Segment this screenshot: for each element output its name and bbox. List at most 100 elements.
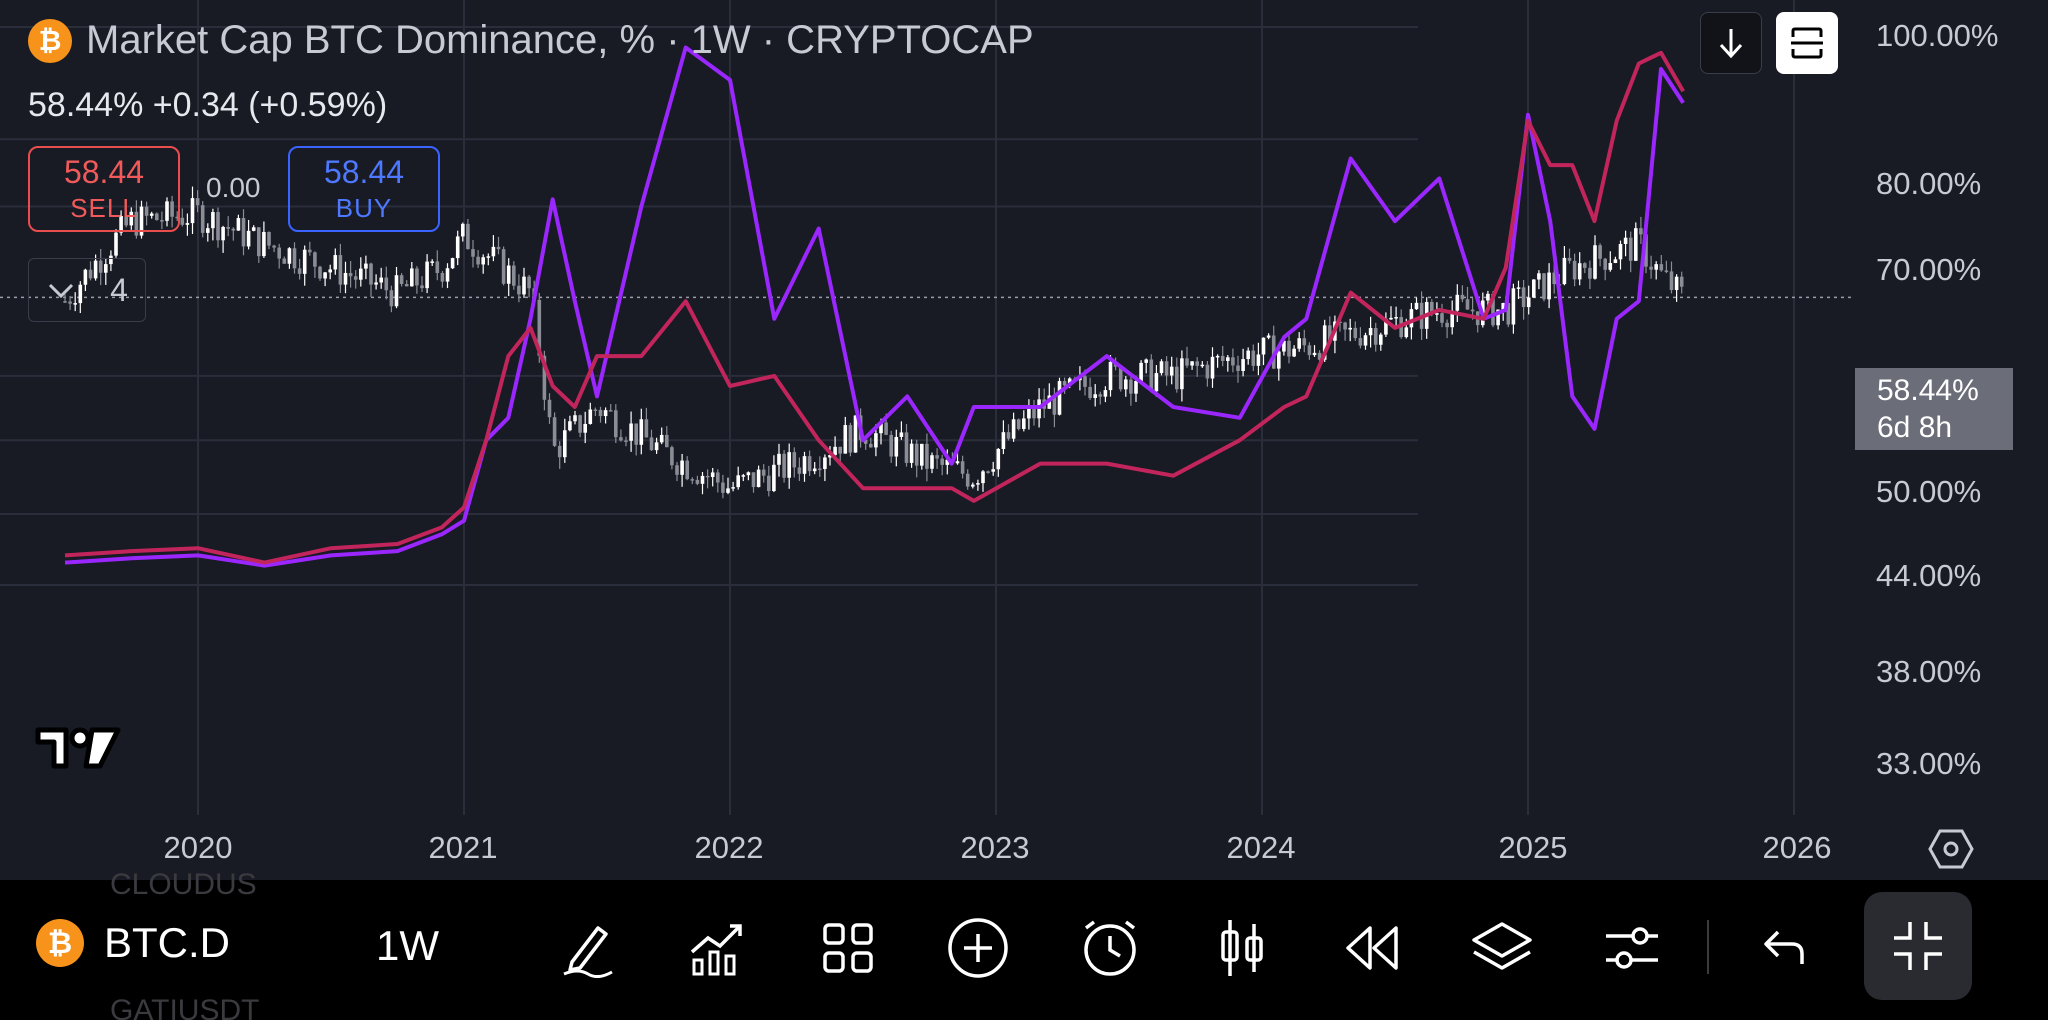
download-button[interactable] xyxy=(1700,12,1762,74)
indicators-toggle[interactable]: 4 xyxy=(28,258,146,322)
candle-body xyxy=(1552,272,1556,285)
candle-body xyxy=(542,355,547,400)
candle-body xyxy=(1511,288,1516,325)
candle-body xyxy=(1639,228,1643,235)
candle-body xyxy=(1486,293,1490,301)
candle-body xyxy=(833,446,837,456)
candle-body xyxy=(1261,337,1266,355)
candle-body xyxy=(1149,359,1154,392)
candle-body xyxy=(1083,376,1087,387)
candle-body xyxy=(83,269,88,285)
candle-body xyxy=(308,249,312,253)
download-arrow-icon xyxy=(1719,29,1743,59)
timeframe-button[interactable]: 1W xyxy=(376,922,439,969)
candle-body xyxy=(981,471,985,484)
candle-body xyxy=(466,223,470,250)
price-chart[interactable] xyxy=(0,0,2048,880)
candle-body xyxy=(1134,380,1138,394)
candle-body xyxy=(598,409,603,417)
candle-body xyxy=(761,469,766,476)
candle-body xyxy=(1664,270,1669,272)
settings-button[interactable] xyxy=(1596,912,1668,984)
candle-body xyxy=(1022,418,1026,429)
symbol-name: BTC.D xyxy=(104,919,230,966)
sell-button[interactable]: 58.44 SELL xyxy=(28,146,180,232)
candle-body xyxy=(272,245,276,248)
candle-body xyxy=(909,443,914,463)
candle-body xyxy=(634,423,638,445)
x-axis-label: 2022 xyxy=(694,830,764,865)
candle-body xyxy=(792,452,797,468)
chart-area[interactable]: ₿ Market Cap BTC Dominance, % · 1W · CRY… xyxy=(0,0,2048,880)
candle-body xyxy=(328,269,332,273)
candle-body xyxy=(450,258,455,269)
candle-body xyxy=(1455,294,1460,311)
drawing-tools-button[interactable] xyxy=(552,912,624,984)
candle-body xyxy=(879,422,883,434)
candle-body xyxy=(1343,322,1347,330)
undo-icon xyxy=(1764,930,1804,964)
candle-body xyxy=(302,249,307,274)
candle-body xyxy=(863,439,868,444)
buy-price: 58.44 xyxy=(323,154,405,190)
buy-button[interactable]: 58.44 BUY xyxy=(288,146,440,232)
candle-body xyxy=(838,446,842,454)
candle-body xyxy=(348,272,353,277)
candle-body xyxy=(777,453,781,465)
undo-button[interactable] xyxy=(1750,912,1822,984)
candle-body xyxy=(573,415,577,422)
candle-body xyxy=(1282,340,1286,352)
candle-body xyxy=(614,410,618,438)
candle-body xyxy=(1409,309,1414,328)
candle-body xyxy=(1180,358,1184,390)
y-axis-label: 100.00% xyxy=(1876,18,1999,53)
candle-body xyxy=(593,409,598,412)
collapse-button[interactable] xyxy=(1864,892,1972,1000)
candle-body xyxy=(869,443,873,448)
alert-button[interactable] xyxy=(1074,912,1146,984)
candle-body xyxy=(491,246,496,257)
candle-body xyxy=(1322,325,1327,360)
tradingview-logo xyxy=(34,724,124,777)
candle-body xyxy=(1526,297,1531,308)
price-change: 58.44% +0.34 (+0.59%) xyxy=(28,86,388,124)
current-price-tag: 58.44% 6d 8h xyxy=(1855,368,2013,450)
x-axis-label: 2024 xyxy=(1226,830,1296,865)
candle-body xyxy=(1445,322,1449,328)
candle-body xyxy=(1567,257,1572,261)
indicators-button[interactable] xyxy=(680,912,752,984)
symbol-selector[interactable]: ₿ BTC.D xyxy=(36,919,230,967)
layers-button[interactable] xyxy=(1466,912,1538,984)
candle-body xyxy=(1516,287,1521,289)
chart-settings-button[interactable] xyxy=(1928,826,1974,877)
candle-body xyxy=(1067,378,1072,386)
candle-body xyxy=(1562,257,1567,285)
candle-body xyxy=(1001,432,1006,449)
candle-body xyxy=(343,272,348,285)
candle-body xyxy=(889,434,893,457)
candle-body xyxy=(960,461,965,474)
candle-body xyxy=(1430,302,1434,314)
candle-body xyxy=(986,471,990,473)
candle-body xyxy=(588,409,593,424)
candle-body xyxy=(1384,318,1388,335)
candle-body xyxy=(277,247,281,259)
chart-title[interactable]: Market Cap BTC Dominance, % · 1W · CRYPT… xyxy=(86,18,1034,62)
fullscreen-button[interactable] xyxy=(1776,12,1838,74)
candle-body xyxy=(1200,364,1205,367)
candle-body xyxy=(710,472,715,478)
candle-body xyxy=(1215,355,1220,358)
chart-type-button[interactable] xyxy=(1206,912,1278,984)
candle-body xyxy=(1108,361,1113,391)
layout-button[interactable] xyxy=(812,912,884,984)
add-button[interactable] xyxy=(942,912,1014,984)
candle-body xyxy=(1277,351,1281,369)
candle-body xyxy=(639,419,644,445)
candle-body xyxy=(1231,357,1235,366)
candle-body xyxy=(1159,361,1164,374)
candle-body xyxy=(287,248,292,264)
replay-button[interactable] xyxy=(1336,912,1408,984)
x-axis-label: 2020 xyxy=(163,830,233,865)
candle-body xyxy=(1302,338,1307,346)
